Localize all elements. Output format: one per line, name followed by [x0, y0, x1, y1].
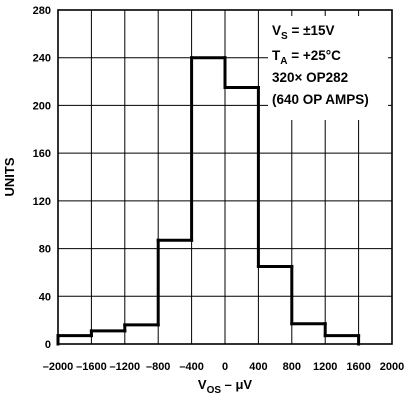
- y-tick-label: 200: [33, 100, 51, 112]
- x-tick-label: –1200: [110, 361, 141, 373]
- y-tick-label: 40: [39, 291, 51, 303]
- note-background: [268, 16, 388, 120]
- x-tick-label: 400: [249, 361, 267, 373]
- y-tick-label: 280: [33, 5, 51, 17]
- y-tick-label: 0: [45, 339, 51, 351]
- x-tick-label: 800: [283, 361, 301, 373]
- y-tick-label: 80: [39, 244, 51, 256]
- y-tick-label: 240: [33, 53, 51, 65]
- note-line: VS = ±15V: [272, 23, 335, 42]
- x-axis-title: VOS – μV: [198, 377, 253, 396]
- x-tick-label: –400: [179, 361, 203, 373]
- x-tick-label: 0: [222, 361, 228, 373]
- y-axis-title: UNITS: [2, 157, 17, 196]
- y-tick-label: 120: [33, 196, 51, 208]
- x-tick-label: –2000: [43, 361, 74, 373]
- note-line: (640 OP AMPS): [272, 92, 369, 107]
- note-line: TA = +25°C: [272, 48, 341, 67]
- x-tick-label: –1600: [76, 361, 107, 373]
- y-axis-ticks: 0 40 80 120 160 200 240 280: [33, 5, 51, 351]
- plot-frame: [57, 9, 393, 345]
- x-tick-label: 2000: [380, 361, 404, 373]
- conditions-note: VS = ±15V TA = +25°C 320× OP282 (640 OP AMP…: [268, 16, 388, 120]
- y-tick-label: 160: [33, 148, 51, 160]
- x-tick-label: 1200: [313, 361, 337, 373]
- x-axis-ticks: –2000 –1600 –1200 –800 –400 0 400 800 1200 1600 20…: [43, 361, 405, 373]
- note-line: 320× OP282: [272, 70, 348, 85]
- histogram-outline: [56, 56, 361, 346]
- x-tick-label: 1600: [346, 361, 370, 373]
- x-tick-label: –800: [146, 361, 170, 373]
